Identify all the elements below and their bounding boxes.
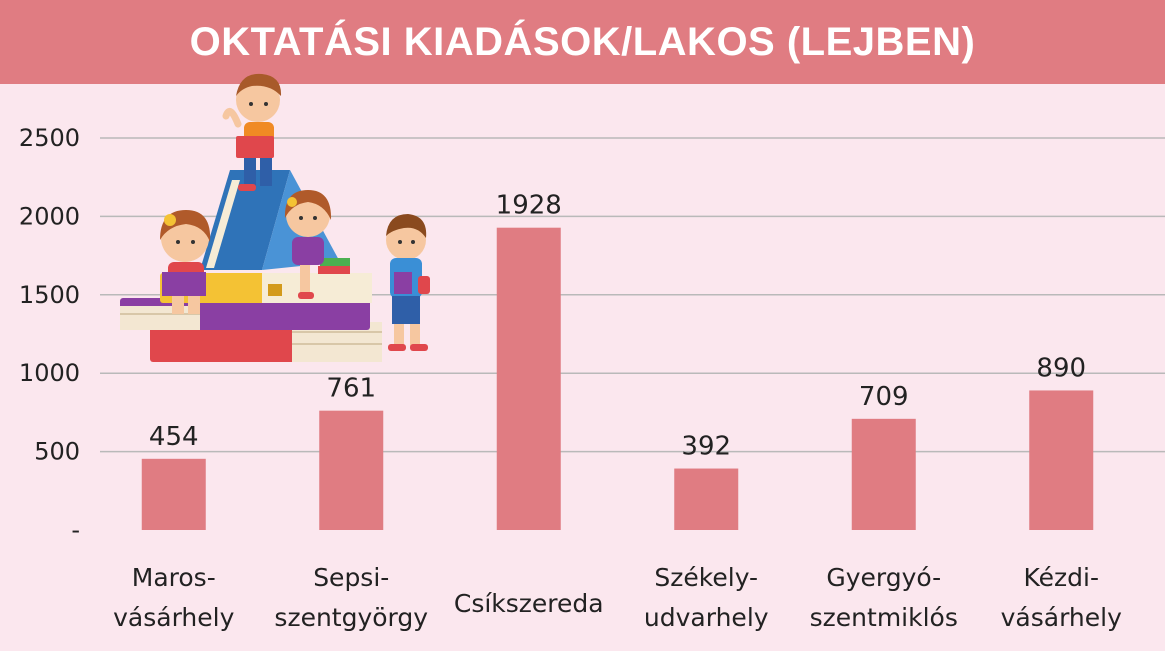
y-tick-label: 1000 [19, 359, 80, 387]
bar [319, 410, 384, 530]
category-label: Székely- [654, 563, 758, 592]
data-label: 709 [859, 382, 909, 412]
data-label: 1928 [496, 191, 562, 221]
y-tick-label: - [71, 516, 80, 544]
chart-title: OKTATÁSI KIADÁSOK/LAKOS (LEJBEN) [189, 19, 976, 64]
data-label: 761 [326, 374, 376, 404]
category-label: szentgyörgy [274, 603, 428, 632]
category-label: Gyergyó- [826, 563, 941, 592]
y-tick-label: 500 [34, 438, 80, 466]
bars [141, 227, 1094, 530]
y-tick-label: 1500 [19, 281, 80, 309]
category-label: Maros- [132, 563, 216, 592]
category-label: vásárhely [113, 603, 234, 632]
bar [851, 418, 916, 530]
bar [674, 468, 739, 530]
bar [141, 458, 206, 530]
bar [496, 227, 561, 530]
category-label: szentmiklós [810, 603, 958, 632]
data-label: 454 [149, 422, 199, 452]
y-axis-ticks: - 500 1000 1500 2000 2500 [19, 124, 80, 544]
children-reading-on-books-illustration [120, 73, 430, 362]
y-tick-label: 2000 [19, 202, 80, 230]
title-bar: OKTATÁSI KIADÁSOK/LAKOS (LEJBEN) [0, 0, 1165, 84]
category-label: Kézdi- [1024, 563, 1100, 592]
category-label: udvarhely [644, 603, 769, 632]
category-label: Csíkszereda [454, 589, 604, 618]
bar [1029, 390, 1094, 530]
category-label: Sepsi- [313, 563, 389, 592]
data-label: 392 [681, 432, 731, 462]
data-labels: 454 761 1928 392 709 890 [149, 191, 1086, 462]
data-label: 890 [1036, 353, 1086, 383]
y-tick-label: 2500 [19, 124, 80, 152]
category-label: vásárhely [1001, 603, 1122, 632]
category-labels: Maros-vásárhely Sepsi-szentgyörgy Csíkszer… [113, 563, 1122, 632]
